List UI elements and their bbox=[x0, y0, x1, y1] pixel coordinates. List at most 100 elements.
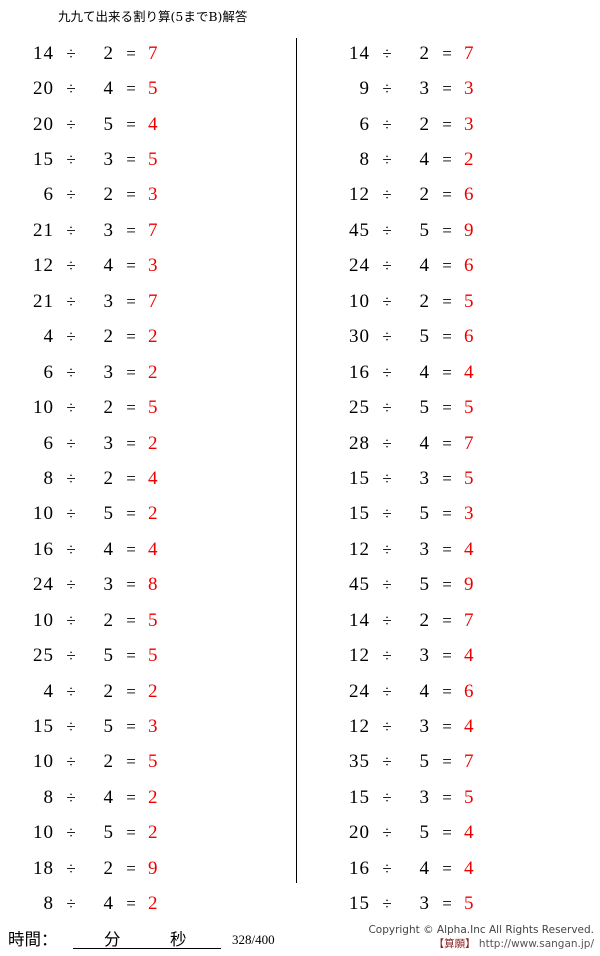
divide-icon: ÷ bbox=[66, 79, 76, 99]
equals-icon: = bbox=[442, 398, 452, 418]
problem-row: 8 ÷ 4 = 2 bbox=[300, 142, 600, 177]
divisor: 2 bbox=[419, 42, 430, 64]
divide-icon: ÷ bbox=[382, 894, 392, 914]
divide-icon: ÷ bbox=[382, 220, 392, 240]
answer: 3 bbox=[464, 503, 475, 525]
divide-icon: ÷ bbox=[66, 823, 76, 843]
divide-icon: ÷ bbox=[66, 327, 76, 347]
copyright-second-line: 【算願】 http://www.sangan.jp/ bbox=[368, 937, 594, 951]
problem-row: 24 ÷ 3 = 8 bbox=[0, 568, 300, 603]
answer: 3 bbox=[464, 113, 475, 135]
answer: 5 bbox=[464, 290, 475, 312]
problem-row: 15 ÷ 3 = 5 bbox=[300, 461, 600, 496]
dividend: 45 bbox=[349, 574, 370, 596]
answer: 3 bbox=[148, 716, 159, 738]
equals-icon: = bbox=[442, 823, 452, 843]
problem-row: 10 ÷ 5 = 2 bbox=[0, 816, 300, 851]
answer: 4 bbox=[148, 538, 159, 560]
divisor: 3 bbox=[419, 538, 430, 560]
divide-icon: ÷ bbox=[382, 610, 392, 630]
problem-row: 8 ÷ 4 = 2 bbox=[0, 780, 300, 815]
equals-icon: = bbox=[442, 787, 452, 807]
divisor: 2 bbox=[103, 326, 114, 348]
equals-icon: = bbox=[442, 717, 452, 737]
divisor: 5 bbox=[419, 574, 430, 596]
divisor: 3 bbox=[419, 786, 430, 808]
answer: 5 bbox=[464, 786, 475, 808]
answer: 2 bbox=[464, 149, 475, 171]
dividend: 16 bbox=[33, 538, 54, 560]
divide-icon: ÷ bbox=[66, 398, 76, 418]
divisor: 3 bbox=[103, 149, 114, 171]
divisor: 5 bbox=[419, 503, 430, 525]
answer: 5 bbox=[464, 893, 475, 915]
copyright-text: Copyright © Alpha.Inc All Rights Reserve… bbox=[368, 924, 594, 936]
divisor: 3 bbox=[103, 219, 114, 241]
divide-icon: ÷ bbox=[382, 114, 392, 134]
divisor: 4 bbox=[103, 255, 114, 277]
divisor: 4 bbox=[103, 78, 114, 100]
time-label: 時間： bbox=[8, 930, 58, 949]
answer: 4 bbox=[148, 467, 159, 489]
divide-icon: ÷ bbox=[66, 291, 76, 311]
dividend: 15 bbox=[349, 893, 370, 915]
dividend: 10 bbox=[349, 290, 370, 312]
divisor: 3 bbox=[103, 290, 114, 312]
answer: 6 bbox=[464, 680, 475, 702]
answer: 9 bbox=[464, 219, 475, 241]
divisor: 3 bbox=[419, 467, 430, 489]
equals-icon: = bbox=[126, 823, 136, 843]
dividend: 16 bbox=[349, 857, 370, 879]
answer: 6 bbox=[464, 184, 475, 206]
dividend: 24 bbox=[33, 574, 54, 596]
problem-row: 12 ÷ 3 = 4 bbox=[300, 638, 600, 673]
divisor: 4 bbox=[103, 786, 114, 808]
answer: 3 bbox=[464, 78, 475, 100]
page-number: 328/400 bbox=[232, 932, 275, 947]
divide-icon: ÷ bbox=[382, 433, 392, 453]
problem-row: 10 ÷ 2 = 5 bbox=[0, 603, 300, 638]
divide-icon: ÷ bbox=[382, 256, 392, 276]
divide-icon: ÷ bbox=[382, 398, 392, 418]
problem-row: 20 ÷ 4 = 5 bbox=[0, 71, 300, 106]
divisor: 5 bbox=[103, 503, 114, 525]
divide-icon: ÷ bbox=[382, 787, 392, 807]
dividend: 6 bbox=[43, 432, 54, 454]
equals-icon: = bbox=[126, 894, 136, 914]
equals-icon: = bbox=[126, 327, 136, 347]
divide-icon: ÷ bbox=[66, 43, 76, 63]
problem-row: 25 ÷ 5 = 5 bbox=[0, 638, 300, 673]
divisor: 2 bbox=[103, 857, 114, 879]
answer: 9 bbox=[464, 574, 475, 596]
divide-icon: ÷ bbox=[382, 185, 392, 205]
divide-icon: ÷ bbox=[382, 681, 392, 701]
dividend: 15 bbox=[349, 503, 370, 525]
divide-icon: ÷ bbox=[66, 858, 76, 878]
problem-row: 10 ÷ 5 = 2 bbox=[0, 497, 300, 532]
equals-icon: = bbox=[126, 717, 136, 737]
problem-row: 6 ÷ 2 = 3 bbox=[0, 178, 300, 213]
divide-icon: ÷ bbox=[66, 681, 76, 701]
divide-icon: ÷ bbox=[66, 787, 76, 807]
dividend: 20 bbox=[349, 822, 370, 844]
answer: 2 bbox=[148, 822, 159, 844]
divisor: 2 bbox=[103, 680, 114, 702]
problem-row: 15 ÷ 5 = 3 bbox=[300, 497, 600, 532]
minutes-label: 分 bbox=[104, 930, 121, 949]
dividend: 14 bbox=[349, 609, 370, 631]
divisor: 4 bbox=[419, 432, 430, 454]
equals-icon: = bbox=[442, 185, 452, 205]
problem-row: 4 ÷ 2 = 2 bbox=[0, 320, 300, 355]
divide-icon: ÷ bbox=[66, 575, 76, 595]
divisor: 4 bbox=[419, 680, 430, 702]
divisor: 5 bbox=[103, 716, 114, 738]
answer: 7 bbox=[148, 290, 159, 312]
divide-icon: ÷ bbox=[66, 752, 76, 772]
dividend: 8 bbox=[43, 467, 54, 489]
answer: 2 bbox=[148, 361, 159, 383]
problem-row: 12 ÷ 3 = 4 bbox=[300, 709, 600, 744]
dividend: 6 bbox=[359, 113, 370, 135]
answer: 5 bbox=[148, 397, 159, 419]
problem-row: 15 ÷ 5 = 3 bbox=[0, 709, 300, 744]
problem-row: 6 ÷ 3 = 2 bbox=[0, 355, 300, 390]
